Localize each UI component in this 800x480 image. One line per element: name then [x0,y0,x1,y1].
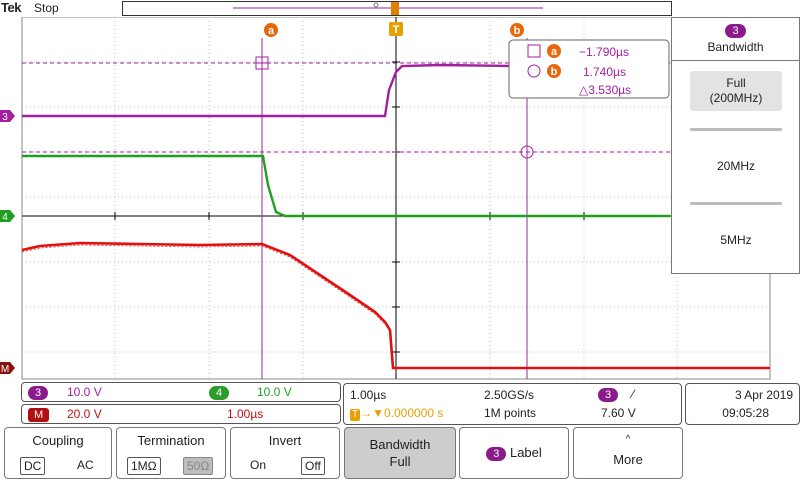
ch3-badge: 3 [28,386,49,400]
svg-text:b: b [551,66,558,78]
svg-text:a: a [268,25,275,37]
date-time-box: 3 Apr 2019 09:05:28 [685,383,800,425]
svg-text:a: a [551,46,558,58]
bandwidth-menu-header: 3 [672,23,799,38]
cursor-b-readout: 1.740µs [583,65,626,79]
ch4-scale: 10.0 V [257,385,292,399]
bandwidth-channel-badge: 3 [725,24,746,38]
svg-text:3: 3 [2,112,8,123]
label-channel-badge: 3 [486,447,507,461]
ch3-scale: 10.0 V [67,385,102,399]
invert-label: Invert [268,433,302,448]
trigger-offset-icon: T [350,409,361,421]
top-status-bar: Tek Stop [0,0,800,17]
label-text: Label [509,445,542,460]
math-scale-box[interactable]: M 20.0 V 1.00µs [21,404,341,424]
bandwidth-option-20mhz[interactable]: 20MHz [716,159,755,173]
bandwidth-option-full[interactable]: Full (200MHz) [690,71,782,111]
more-text: More [613,452,643,467]
trigger-offset: 0.000000 s [384,406,444,420]
cursor-a-readout: −1.790µs [579,45,629,59]
svg-text:M: M [1,364,9,375]
bandwidth-button[interactable]: Bandwidth Full [344,427,456,479]
invert-button[interactable]: Invert On Off [230,427,340,479]
cursor-a-label: a [264,23,278,37]
channel-scale-box[interactable]: 3 10.0 V 4 10.0 V [21,382,341,402]
math-scale: 20.0 V [67,407,102,421]
cursor-readout: a −1.790µs b 1.740µs △3.530µs [508,39,670,99]
bandwidth-label: Bandwidth [369,437,431,452]
invert-off[interactable]: Off [301,457,325,475]
math-time: 1.00µs [227,407,264,421]
coupling-dc[interactable]: DC [20,457,46,475]
trigger-slope-icon: ∕ [632,387,635,401]
trigger-level: 7.60 V [601,406,636,420]
date: 3 Apr 2019 [734,388,793,402]
bandwidth-value: Full [389,454,411,469]
cursor-delta-readout: △3.530µs [579,83,631,97]
record-window-marker [391,2,399,15]
termination-label: Termination [137,433,205,448]
invert-on[interactable]: On [250,458,267,472]
more-button[interactable]: ^ More [573,427,683,479]
math-badge: M [28,408,50,422]
ch4-badge: 4 [209,386,230,400]
bandwidth-option-5mhz[interactable]: 5MHz [720,233,752,247]
sample-rate: 2.50GS/s [484,388,535,402]
horizontal-trigger-box[interactable]: 1.00µs 2.50GS/s 3 ∕ T →▼0.000000 s 1M poi… [343,383,682,425]
channel-4-marker: 4 [0,210,15,223]
termination-button[interactable]: Termination 1MΩ 50Ω [116,427,226,479]
svg-text:4: 4 [2,212,8,223]
bandwidth-side-menu: 3 Bandwidth Full (200MHz) 20MHz 5MHz [671,17,800,274]
acquisition-status: Stop [34,1,59,15]
channel-3-trace [22,63,511,118]
waveform-display[interactable]: a b T 3 4 M a −1.790µs b 1.740µs △3.530µ… [0,17,800,380]
record-length: 1M points [484,406,537,420]
coupling-ac[interactable]: AC [77,458,94,472]
time: 09:05:28 [722,406,769,420]
cursor-b-circle [520,145,534,159]
math-trace [21,241,770,370]
trigger-position-marker: T [389,22,403,36]
brand-logo: Tek [1,0,21,15]
trigger-source-badge: 3 [598,388,619,402]
channel-4-trace [22,154,670,218]
termination-50ohm[interactable]: 50Ω [183,457,214,475]
coupling-label: Coupling [32,433,84,448]
channel-3-marker: 3 [0,110,15,123]
cursor-b-label: b [510,23,524,37]
record-view-bar[interactable] [122,1,672,16]
coupling-button[interactable]: Coupling DC AC [4,427,112,479]
label-button[interactable]: 3 Label [459,427,569,479]
svg-text:b: b [514,25,521,37]
math-marker: M [0,362,15,375]
time-per-division: 1.00µs [350,388,387,402]
more-chevron-icon: ^ [625,434,631,445]
bandwidth-menu-title: Bandwidth [707,40,764,54]
svg-text:T: T [393,24,400,36]
termination-1mohm[interactable]: 1MΩ [127,457,161,475]
